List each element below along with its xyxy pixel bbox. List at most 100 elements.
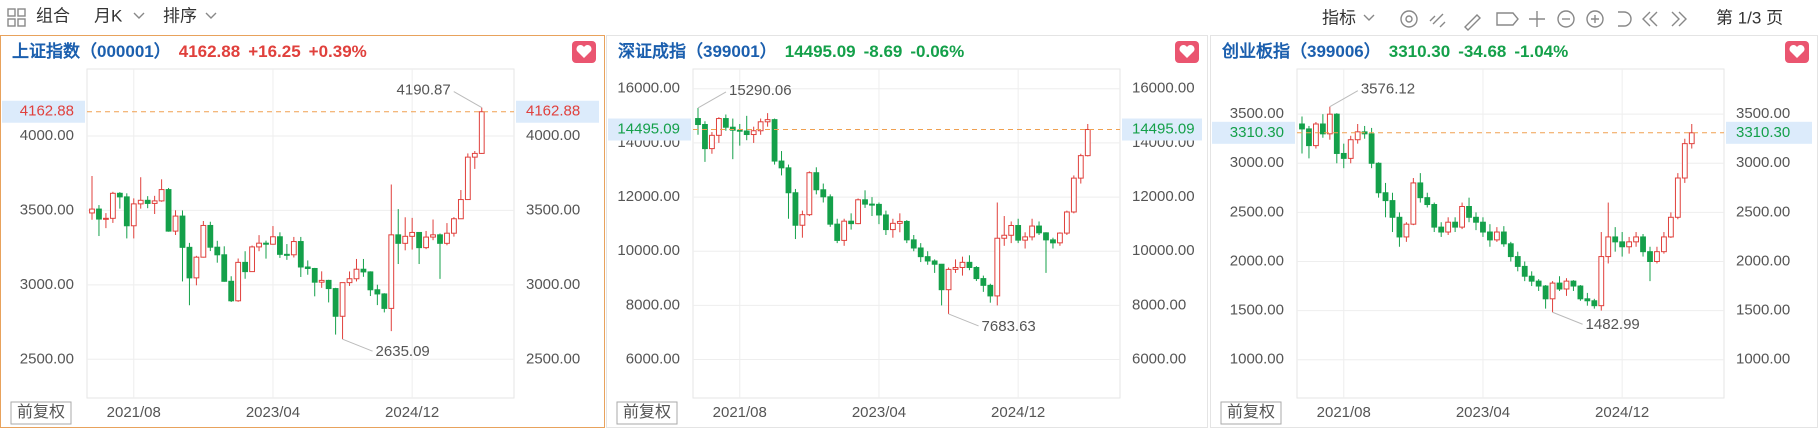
high-annotation: 3576.12 [1361,81,1415,98]
adjust-button[interactable]: 前复权 [1220,401,1282,425]
candle-body [444,232,450,244]
candle-body [277,236,283,255]
favorite-button[interactable] [1785,41,1809,63]
adjust-button[interactable]: 前复权 [616,401,678,425]
index-change-pct: -1.04% [1514,42,1568,61]
period-select[interactable]: 月K [94,6,123,25]
price-tag-right [1726,121,1812,144]
candle-body [980,278,987,286]
plot-frame [692,68,1121,399]
index-change: +16.25 [248,42,300,61]
candle-body [430,234,436,238]
y-tick-label-right: 8000.00 [1132,296,1186,313]
candle-body [1396,216,1403,238]
candle-body [451,218,457,234]
candle-body [1410,182,1417,225]
candle-body [1313,123,1319,147]
candle-body [186,246,193,279]
x-tick-label: 2024/12 [1595,404,1649,421]
sort-chevron[interactable] [205,12,217,19]
candle-body [214,246,221,256]
candle-body [297,241,304,268]
high-pointer [697,91,727,109]
candle-body [402,235,409,244]
candle-body [388,234,395,309]
chart-panel: 创业板指（399006） 3310.30 -34.68 -1.04% 1000.00 10… [1210,35,1818,428]
candle-body [1368,133,1375,164]
adjust-button[interactable]: 前复权 [10,401,72,425]
price-tag-left-label: 14495.09 [617,120,680,137]
candle-body [1640,236,1646,253]
combine-button[interactable]: 组合 [36,6,70,25]
candle-body [1306,128,1312,147]
period-chevron[interactable] [133,12,145,19]
candle-body [221,254,228,282]
price-tag-left [1212,121,1295,144]
y-tick-label-right: 2000.00 [1736,252,1790,269]
plot-frame [86,68,515,399]
candle-body [1584,298,1591,302]
candle-body [1057,232,1063,244]
low-pointer [342,338,373,352]
combine-icon[interactable] [7,8,26,27]
candle-body [813,172,820,191]
candle-body [103,217,109,220]
candle-body [1070,177,1077,213]
candle-body [973,266,980,280]
candle-body [750,130,757,136]
candle-body [1493,231,1500,241]
candle-body [959,261,966,268]
candle-body [862,199,868,205]
candle-body [200,224,207,258]
candle-body [1542,285,1549,300]
candle-body [827,196,834,225]
favorite-button[interactable] [572,41,596,63]
candle-body [1514,256,1521,267]
candle-body [1340,152,1347,159]
candle-body [1647,251,1653,262]
candle-body [1326,113,1333,135]
candle-body [353,268,360,280]
x-tick-label: 2023/04 [852,404,906,421]
x-tick-label: 2024/12 [991,404,1045,421]
adjust-label: 前复权 [17,403,65,421]
candle-body [242,261,249,273]
sort-select[interactable]: 排序 [163,6,197,25]
candle-body [1001,234,1008,239]
candle-body [1459,205,1465,228]
candle-body [1674,177,1681,218]
price-tag-left [2,100,85,123]
candle-body [1528,275,1535,282]
candle-body [1500,231,1507,245]
candle-body [1389,200,1396,218]
candle-body [437,234,443,244]
candle-body [423,236,429,249]
page-indicator: 第 1/3 页 [1716,8,1783,27]
y-tick-label: 3000.00 [20,276,74,293]
low-annotation: 1482.99 [1586,316,1640,333]
y-tick-label-right: 6000.00 [1132,351,1186,368]
x-tick-label: 2021/08 [713,404,767,421]
candle-body [743,130,750,136]
toolbar-icons[interactable] [1400,10,1687,31]
high-pointer [453,91,483,109]
chart-header: 上证指数（000001） 4162.88 +16.25 +0.39% [12,41,367,61]
indicator-select[interactable]: 指标 [1322,8,1356,27]
index-name: 深证成指 [618,41,686,61]
candle-body [270,236,276,245]
candle-body [834,223,841,241]
y-tick-label-right: 1500.00 [1736,302,1790,319]
candle-body [820,189,827,198]
adjust-label: 前复权 [1227,403,1275,421]
y-tick-label-right: 16000.00 [1132,80,1195,97]
candle-body [172,215,179,232]
candle-body [116,192,123,198]
high-annotation: 15290.06 [729,82,792,99]
candle-body [1452,221,1459,228]
candle-body [1015,225,1022,241]
favorite-button[interactable] [1175,41,1199,63]
candle-body [1619,241,1626,248]
candle-body [374,289,381,295]
indicator-chevron[interactable] [1363,14,1375,21]
candle-body [1050,239,1056,244]
